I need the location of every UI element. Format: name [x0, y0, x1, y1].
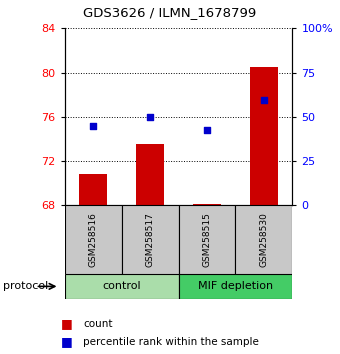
Bar: [65, 274, 178, 299]
Text: GSM258517: GSM258517: [146, 212, 154, 267]
Bar: [65, 205, 122, 274]
Bar: [136, 144, 164, 205]
Text: ■: ■: [61, 318, 73, 330]
Point: [204, 127, 210, 133]
Text: percentile rank within the sample: percentile rank within the sample: [83, 337, 259, 347]
Bar: [122, 205, 178, 274]
Text: protocol: protocol: [3, 281, 49, 291]
Point: [90, 123, 96, 129]
Text: GDS3626 / ILMN_1678799: GDS3626 / ILMN_1678799: [83, 6, 257, 19]
Bar: [178, 274, 292, 299]
Bar: [178, 205, 235, 274]
Text: GSM258516: GSM258516: [89, 212, 98, 267]
Point: [261, 97, 267, 103]
Bar: [79, 174, 107, 205]
Bar: [250, 67, 278, 205]
Text: MIF depletion: MIF depletion: [198, 281, 273, 291]
Text: count: count: [83, 319, 113, 329]
Bar: [235, 205, 292, 274]
Text: GSM258530: GSM258530: [259, 212, 268, 267]
Text: ■: ■: [61, 335, 73, 348]
Text: control: control: [102, 281, 141, 291]
Point: [147, 114, 153, 120]
Bar: [193, 204, 221, 205]
Text: GSM258515: GSM258515: [203, 212, 211, 267]
